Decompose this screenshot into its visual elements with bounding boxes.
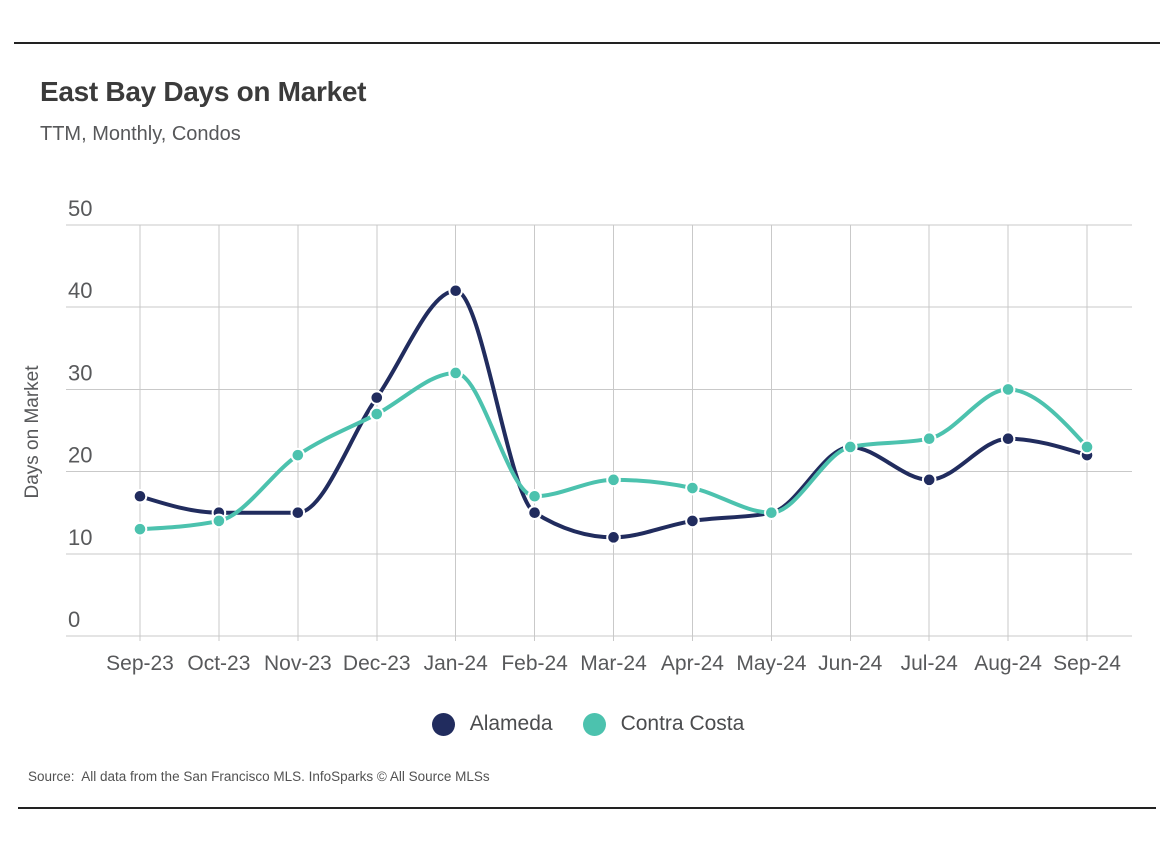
series-point-alameda [1000,431,1016,447]
series-point-contra-costa [1079,439,1095,455]
legend-item-contra-costa: Contra Costa [582,712,745,736]
top-divider [14,42,1160,44]
x-axis-tick-label: Nov-23 [264,652,332,675]
series-point-contra-costa [290,447,306,463]
x-axis-tick-label: Dec-23 [343,652,411,675]
y-axis-tick-label: 30 [68,360,92,385]
series-point-contra-costa [764,505,779,521]
x-axis-tick-label: Sep-24 [1053,652,1121,675]
y-axis-tick-label: 10 [68,525,92,550]
source-attribution: Source: All data from the San Francisco … [28,769,490,784]
series-point-alameda [132,488,148,504]
x-axis-tick-label: Apr-24 [661,652,724,675]
y-axis-tick-label: 50 [68,196,92,221]
series-point-contra-costa [369,406,385,422]
series-point-alameda [685,513,700,529]
series-point-contra-costa [211,513,227,529]
y-axis-title: Days on Market [22,365,43,499]
chart-title: East Bay Days on Market [40,76,367,107]
series-point-contra-costa [448,365,463,381]
series-point-alameda [369,390,385,405]
y-axis-tick-label: 40 [68,278,92,303]
days-on-market-chart: 0 10 20 30 40 50 Sep-23 Oct-23 Nov-23 Dec-23 Jan-2… [22,196,1132,675]
series-point-contra-costa [685,480,700,496]
series-point-contra-costa [527,488,542,504]
series-point-contra-costa [842,439,858,455]
x-axis-tick-label: May-24 [736,652,806,675]
series-point-alameda [921,472,937,488]
x-axis-tick-label: Aug-24 [974,652,1042,675]
x-axis-tick-label: Jan-24 [424,652,489,675]
legend-item-alameda: Alameda [431,712,553,736]
series-point-contra-costa [1000,382,1016,397]
x-axis-tick-label: Feb-24 [501,652,568,675]
series-point-alameda [448,283,463,299]
bottom-divider [18,807,1156,809]
series-point-alameda [606,530,621,545]
series-point-alameda [527,505,542,521]
series-point-alameda [290,505,306,521]
alameda-series-label: Alameda [469,712,553,735]
x-axis-tick-label: Jun-24 [818,652,883,675]
series-point-contra-costa [921,431,937,447]
y-axis-tick-label: 20 [68,443,92,468]
alameda-series-swatch [431,712,455,736]
x-axis-tick-label: Sep-23 [106,652,174,675]
series-point-contra-costa [606,472,621,488]
series-point-contra-costa [132,521,148,537]
contra-costa-series-swatch [582,712,606,736]
x-axis-tick-label: Mar-24 [580,652,647,675]
chart-legend: Alameda Contra Costa [0,712,1176,736]
x-axis-tick-label: Jul-24 [901,652,959,675]
chart-subtitle: TTM, Monthly, Condos [40,123,241,145]
x-axis-tick-label: Oct-23 [187,652,250,675]
y-axis-tick-label: 0 [68,607,80,632]
contra-costa-series-label: Contra Costa [620,712,745,735]
